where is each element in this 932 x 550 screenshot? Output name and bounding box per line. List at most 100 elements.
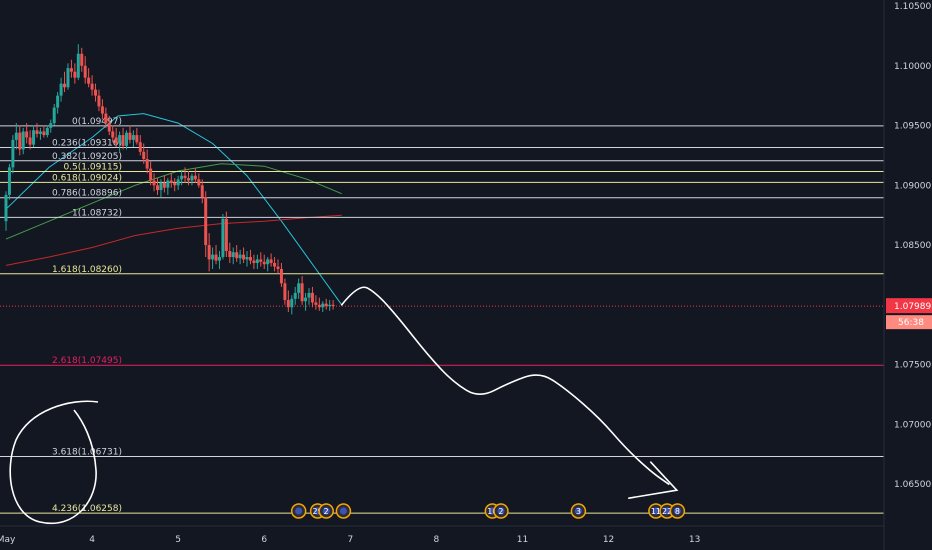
candle-body-83 — [290, 298, 294, 308]
candle-body-41 — [145, 158, 149, 169]
candle-body-24 — [87, 77, 91, 84]
candle-body-66 — [231, 252, 235, 258]
fibonacci-levels: 0(1.09497)0.236(1.09316)0.382(1.09205)0.… — [0, 117, 884, 514]
candle-body-65 — [228, 251, 232, 258]
event-flag-icon-8 — [663, 507, 671, 515]
candle-body-0 — [4, 194, 8, 222]
candle-body-38 — [135, 135, 139, 143]
candle-body-50 — [176, 179, 180, 186]
candle-body-14 — [52, 107, 56, 124]
candle-body-75 — [262, 261, 266, 265]
fib-level-label-7: 1.618(1.08260) — [52, 265, 122, 275]
candle-body-26 — [94, 89, 98, 96]
candle-body-44 — [155, 185, 159, 191]
candle-body-69 — [242, 254, 246, 260]
time-tick-label: 12 — [603, 535, 614, 545]
candle-body-58 — [204, 197, 208, 246]
candle-body-70 — [245, 257, 249, 260]
candle-body-13 — [49, 123, 53, 128]
candle-body-2 — [11, 139, 15, 168]
economic-events[interactable]: 29 2 10 2 3 11 22 8 — [290, 503, 686, 519]
candle-body-71 — [248, 257, 252, 261]
event-count-5: 2 — [498, 507, 503, 516]
candle-body-52 — [183, 175, 187, 179]
candle-body-31 — [111, 131, 115, 138]
candle-body-37 — [131, 135, 135, 140]
candle-body-93 — [324, 303, 328, 307]
time-axis[interactable]: May 4 5 6 7 8 11 12 13 — [0, 525, 884, 545]
price-axis-background — [884, 0, 932, 550]
time-tick-label: 4 — [89, 535, 95, 545]
candle-body-9 — [35, 130, 39, 134]
candle-body-42 — [149, 168, 153, 181]
candle-body-76 — [266, 259, 270, 265]
price-tick-label: 1.09000 — [894, 181, 931, 191]
candle-body-80 — [279, 268, 283, 284]
event-count-7: 11 — [651, 507, 661, 516]
time-tick-label: 8 — [434, 535, 440, 545]
candle-body-81 — [283, 283, 287, 301]
candle-body-68 — [238, 254, 242, 259]
candle-body-51 — [180, 175, 184, 180]
price-tick-label: 1.10000 — [894, 62, 931, 72]
event-flag-icon-7 — [652, 507, 660, 515]
moving-average-line-1 — [5, 163, 342, 240]
time-tick-label: 7 — [347, 535, 353, 545]
candle-body-8 — [32, 130, 36, 145]
candle-body-60 — [211, 254, 215, 260]
moving-average-line-2 — [5, 214, 342, 266]
candle-body-17 — [63, 83, 67, 88]
candle-body-64 — [224, 218, 228, 252]
candle-body-11 — [42, 131, 46, 136]
time-tick-label: 11 — [517, 535, 528, 545]
fib-level-label-9: 3.618(1.06731) — [52, 448, 122, 458]
candle-body-15 — [56, 95, 60, 108]
candle-body-28 — [100, 106, 104, 114]
price-tick-label: 1.07500 — [894, 361, 931, 371]
candles — [4, 44, 335, 315]
candle-body-32 — [114, 137, 118, 144]
candle-body-82 — [286, 300, 290, 308]
candle-body-45 — [159, 182, 163, 191]
fib-level-label-6: 1(1.08732) — [72, 208, 122, 218]
candle-body-40 — [142, 151, 146, 159]
event-flag-icon-3 — [339, 507, 347, 515]
candle-body-12 — [45, 127, 49, 136]
candle-body-85 — [297, 283, 301, 293]
hand-drawn-annotations — [9, 286, 679, 525]
price-tick-label: 1.09500 — [894, 122, 931, 132]
candle-body-34 — [121, 135, 125, 146]
projection-path — [340, 286, 670, 485]
candle-body-67 — [235, 252, 239, 259]
candle-body-4 — [18, 132, 22, 150]
event-flag-icon-2 — [322, 507, 330, 515]
candle-body-35 — [125, 132, 129, 146]
candle-body-72 — [252, 260, 256, 263]
candle-body-74 — [259, 259, 263, 262]
candle-body-7 — [28, 137, 32, 145]
time-tick-label: 13 — [689, 535, 700, 545]
candle-body-25 — [90, 83, 94, 90]
candle-body-22 — [80, 53, 84, 66]
fib-level-label-3: 0.5(1.09115) — [63, 163, 122, 173]
last-price-tag — [886, 298, 932, 314]
price-tick-label: 1.10500 — [894, 2, 931, 12]
fib-level-label-8: 2.618(1.07495) — [52, 356, 122, 366]
candle-body-57 — [200, 185, 204, 198]
candle-body-90 — [314, 302, 318, 305]
candle-body-55 — [193, 175, 197, 180]
price-axis[interactable]: 1.105001.100001.095001.090001.085001.080… — [883, 0, 932, 550]
event-flag-icon-9 — [673, 507, 681, 515]
projection-arrowhead — [628, 461, 679, 499]
event-count-8: 22 — [662, 507, 672, 516]
event-flag-icon-6 — [574, 507, 582, 515]
candle-body-87 — [304, 297, 308, 302]
candle-body-62 — [217, 257, 221, 261]
event-flag-icon-5 — [497, 507, 505, 515]
fib-level-label-10: 4.236(1.06258) — [52, 504, 122, 514]
candle-body-16 — [59, 83, 63, 96]
candle-body-63 — [221, 218, 225, 258]
candle-body-91 — [317, 304, 321, 308]
